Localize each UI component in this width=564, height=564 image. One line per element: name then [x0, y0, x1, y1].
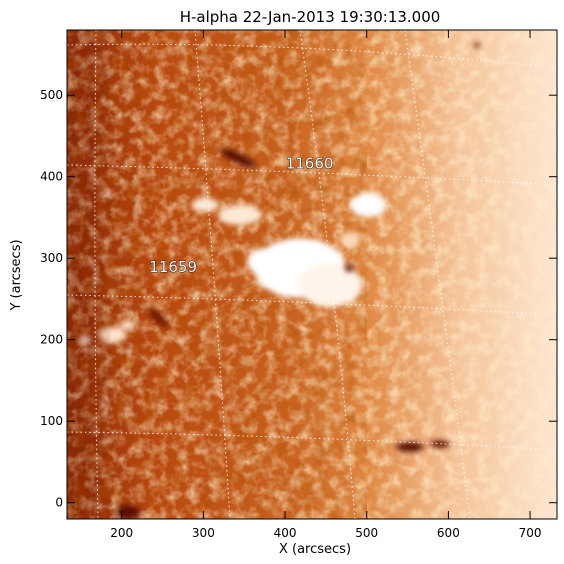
y-tick-label: 500 [40, 88, 63, 102]
image-title: H-alpha 22-Jan-2013 19:30:13.000 [180, 8, 441, 26]
x-axis: 200 300 400 500 600 700 [110, 30, 542, 540]
y-tick-label: 0 [55, 496, 63, 510]
y-axis-label: Y (arcsecs) [9, 239, 24, 311]
plage-region-11660 [191, 193, 386, 307]
x-tick-label: 700 [519, 526, 542, 540]
limb-shade [67, 30, 107, 519]
x-tick-label: 200 [110, 526, 133, 540]
region-label-11660: 11660 [286, 155, 334, 173]
x-tick-label: 400 [274, 526, 297, 540]
solar-image-panel: 11660 11659 [67, 30, 557, 519]
region-label-11659: 11659 [149, 258, 197, 276]
x-axis-label: X (arcsecs) [279, 542, 351, 557]
y-axis: 0 100 200 300 400 500 [40, 88, 557, 510]
x-tick-label: 300 [192, 526, 215, 540]
y-tick-label: 400 [40, 170, 63, 184]
y-tick-label: 100 [40, 414, 63, 428]
plot-frame [66, 29, 558, 520]
y-tick-label: 200 [40, 333, 63, 347]
region-labels: 11660 11659 [149, 154, 334, 276]
x-tick-label: 500 [355, 526, 378, 540]
y-tick-label: 300 [40, 251, 63, 265]
heliographic-grid [67, 30, 557, 519]
x-tick-label: 600 [437, 526, 460, 540]
